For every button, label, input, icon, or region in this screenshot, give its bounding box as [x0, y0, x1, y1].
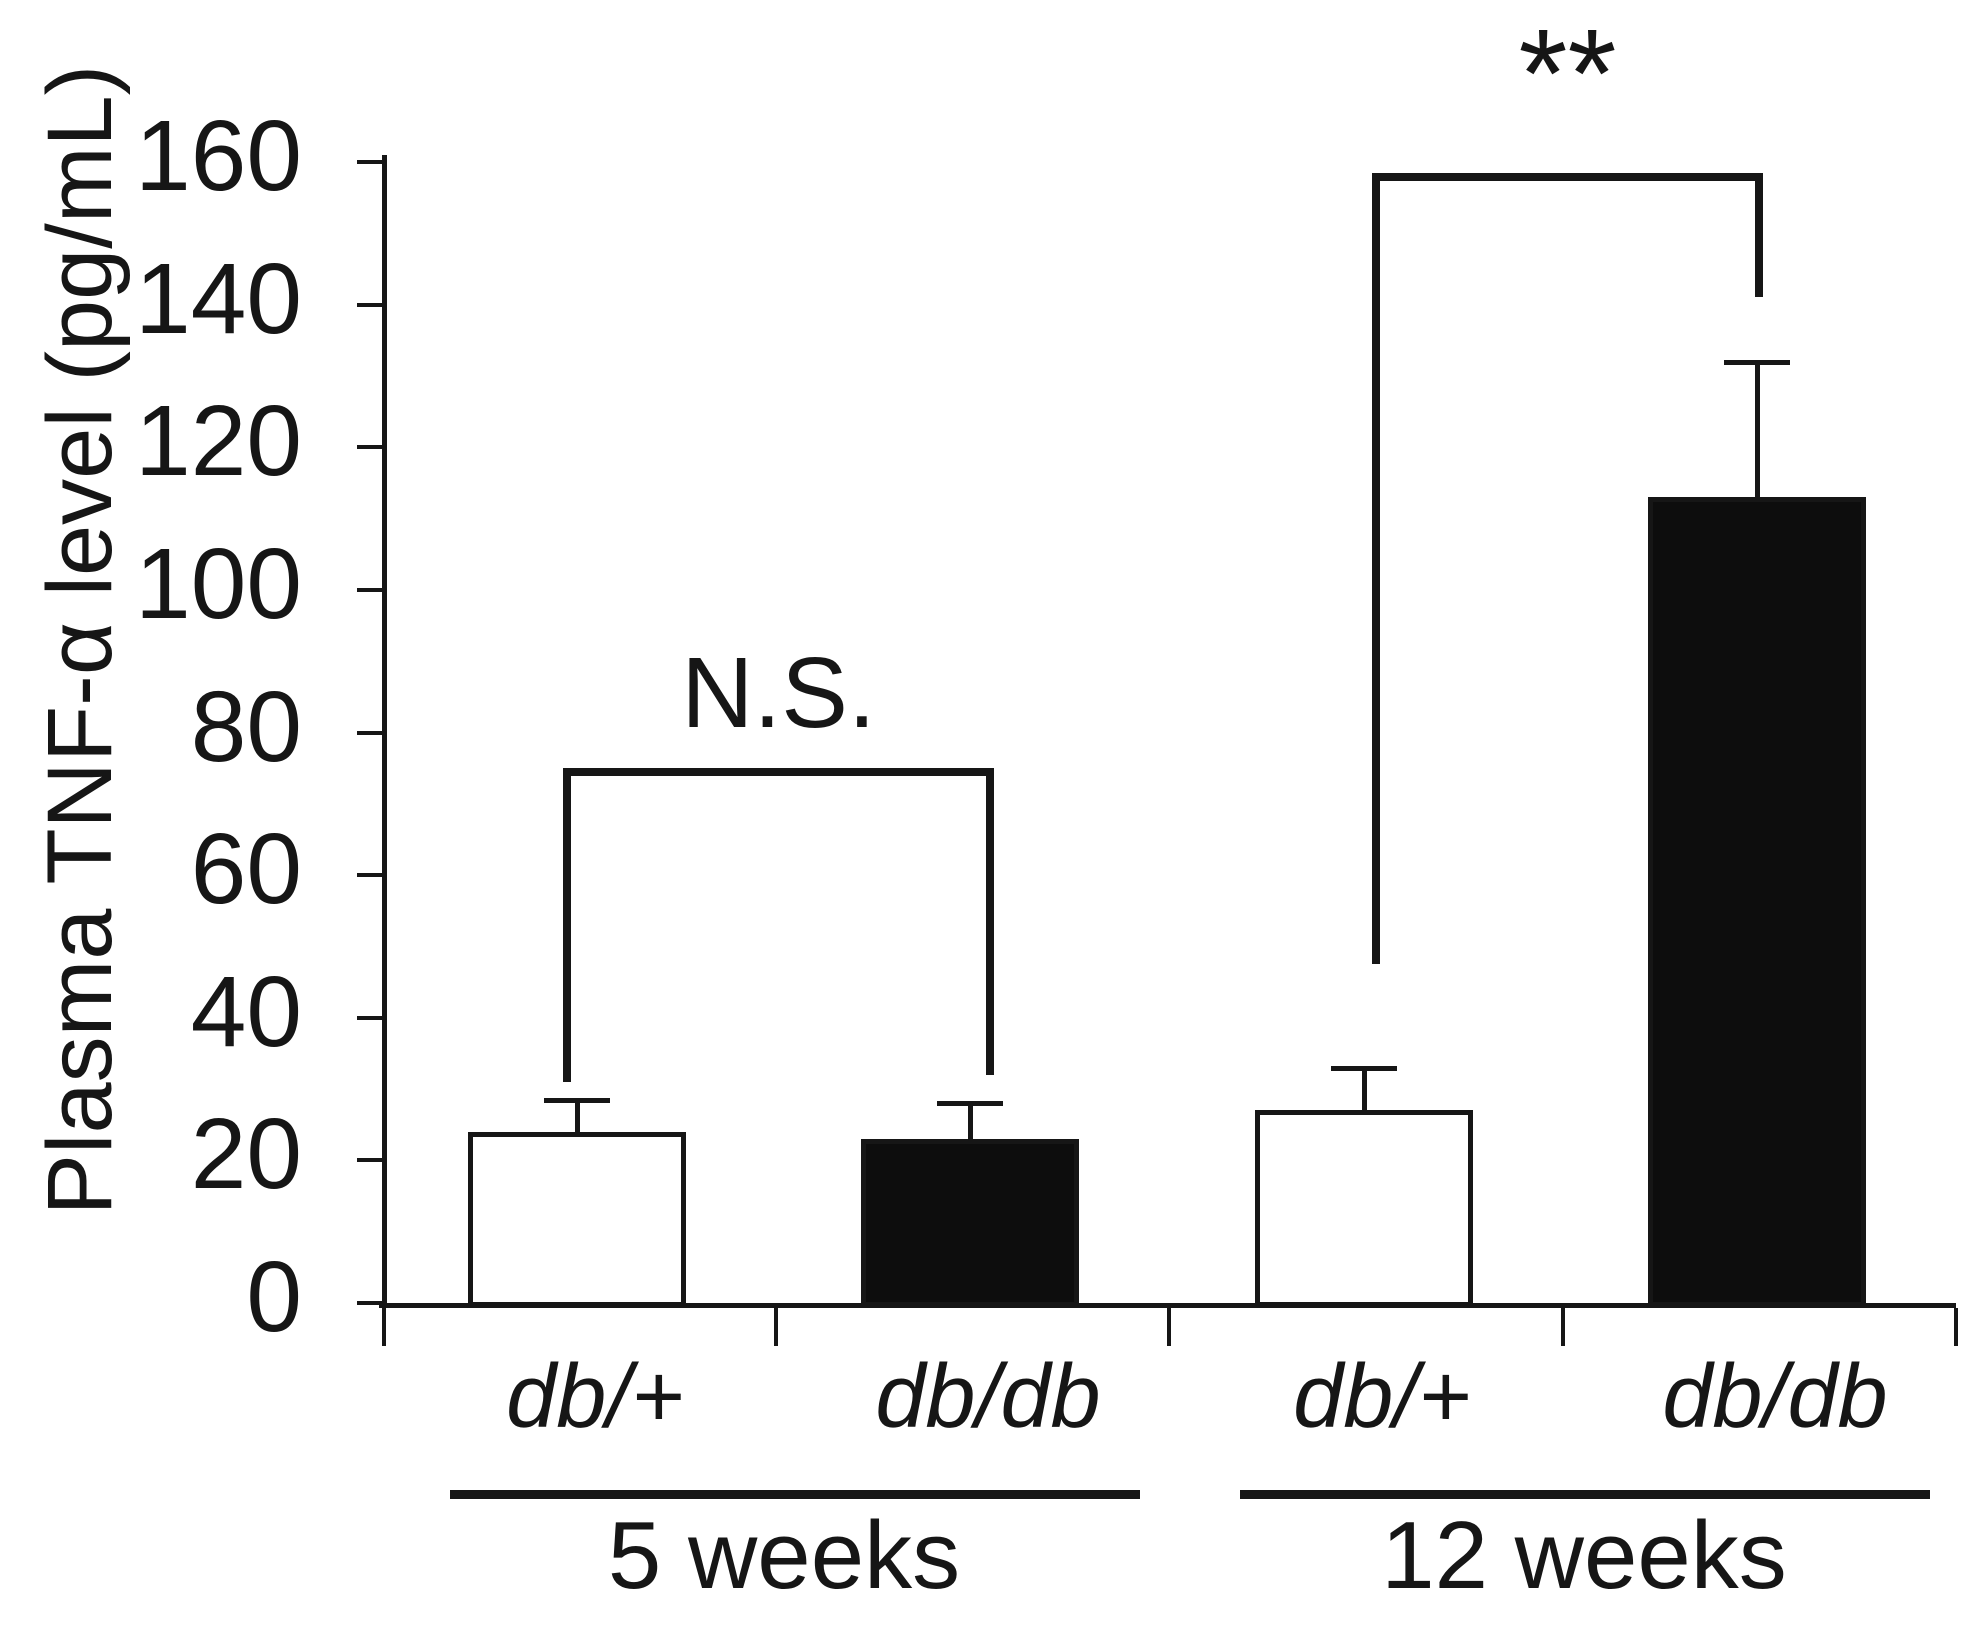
x-axis-tick: [382, 1308, 386, 1346]
y-tick-label: 100: [135, 528, 302, 640]
bar-12-weeks-db-plus: [1255, 1110, 1473, 1307]
significance-label-n-s: N.S.: [681, 637, 876, 749]
y-axis-tick: [357, 731, 382, 735]
x-axis-tick: [774, 1308, 778, 1346]
y-axis-tick: [357, 588, 382, 592]
y-tick-label: 60: [190, 813, 302, 925]
group-label-5-weeks: 5 weeks: [607, 1502, 961, 1609]
group-underline-5-weeks: [450, 1490, 1140, 1499]
x-axis-tick: [1561, 1308, 1565, 1346]
error-bar-line-5-weeks-db-plus: [575, 1100, 580, 1136]
bar-5-weeks-db-db: [861, 1139, 1079, 1307]
error-bar-cap-5-weeks-db-plus: [544, 1098, 610, 1103]
y-tick-label: 80: [190, 671, 302, 783]
y-axis-tick: [357, 1158, 382, 1162]
x-axis-tick: [1954, 1308, 1958, 1346]
y-tick-label: 120: [135, 385, 302, 497]
y-tick-label: 140: [135, 243, 302, 355]
x-axis-tick: [1167, 1308, 1171, 1346]
y-axis-tick: [357, 445, 382, 449]
group-underline-12-weeks: [1240, 1490, 1930, 1499]
sig-bracket-n-s-top: [563, 768, 994, 776]
sig-bracket-asterisk-top: [1372, 173, 1763, 181]
error-bar-cap-5-weeks-db-db: [937, 1101, 1003, 1106]
y-tick-label: 0: [246, 1241, 302, 1353]
category-label-5-weeks-db-db: db/db: [875, 1347, 1101, 1447]
significance-label-double-asterisk: **: [1518, 3, 1617, 144]
y-tick-label: 20: [190, 1098, 302, 1210]
category-label-12-weeks-db-plus: db/+: [1293, 1347, 1471, 1447]
error-bar-line-12-weeks-db-plus: [1362, 1068, 1367, 1114]
bar-12-weeks-db-db: [1648, 497, 1866, 1307]
error-bar-cap-12-weeks-db-db: [1724, 360, 1790, 365]
sig-bracket-asterisk-left: [1372, 173, 1380, 964]
y-tick-label: 40: [190, 956, 302, 1068]
y-axis-tick: [357, 160, 382, 164]
group-label-12-weeks: 12 weeks: [1381, 1502, 1787, 1609]
y-axis-line: [382, 155, 387, 1308]
x-axis-line: [379, 1303, 1956, 1308]
category-label-5-weeks-db-plus: db/+: [506, 1347, 684, 1447]
sig-bracket-n-s-right: [986, 768, 994, 1075]
sig-bracket-n-s-left: [563, 768, 571, 1082]
error-bar-line-12-weeks-db-db: [1755, 362, 1760, 501]
category-label-12-weeks-db-db: db/db: [1662, 1347, 1888, 1447]
y-axis-tick: [357, 1301, 382, 1305]
y-axis-tick: [357, 303, 382, 307]
y-axis-tick: [357, 1016, 382, 1020]
y-axis-tick: [357, 873, 382, 877]
bar-5-weeks-db-plus: [468, 1132, 686, 1307]
y-tick-label: 160: [135, 100, 302, 212]
sig-bracket-asterisk-right: [1755, 173, 1763, 297]
error-bar-cap-12-weeks-db-plus: [1331, 1066, 1397, 1071]
error-bar-line-5-weeks-db-db: [968, 1103, 973, 1143]
